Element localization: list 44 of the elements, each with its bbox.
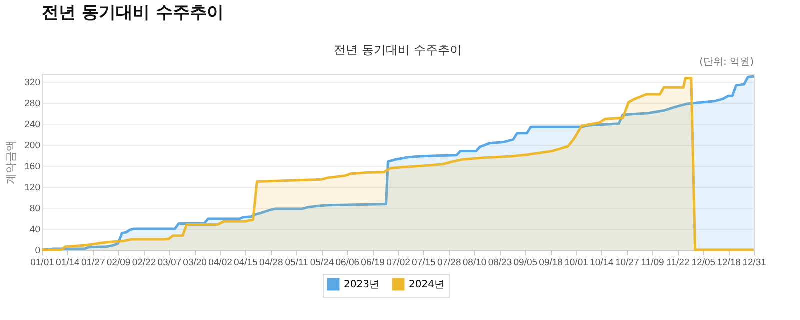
- y-tick-label: 280: [24, 98, 40, 110]
- x-tick-label: 06/06: [336, 258, 360, 268]
- x-tick-label: 04/15: [234, 258, 258, 268]
- x-tick-label: 12/18: [717, 258, 741, 268]
- chart-title: 전년 동기대비 수주추이: [334, 43, 462, 57]
- y-tick-label: 320: [24, 77, 40, 88]
- x-tick-label: 01/27: [81, 258, 106, 268]
- x-tick-label: 07/28: [437, 258, 462, 268]
- y-tick-label: 160: [24, 161, 40, 172]
- x-tick-label: 07/02: [386, 258, 410, 268]
- x-tick-label: 09/18: [539, 258, 563, 268]
- x-tick-label: 10/27: [615, 258, 640, 268]
- x-tick-label: 02/22: [132, 258, 156, 268]
- legend-label: 2023년: [344, 280, 380, 291]
- y-tick-label: 40: [30, 224, 40, 236]
- x-tick-label: 11/09: [641, 258, 664, 268]
- x-tick-label: 10/01: [564, 258, 588, 268]
- x-tick-label: 06/19: [361, 258, 385, 268]
- x-tick-label: 10/14: [590, 258, 614, 268]
- x-tick-label: 09/05: [514, 258, 538, 268]
- x-tick-label: 07/15: [412, 258, 436, 268]
- x-tick-label: 05/24: [310, 258, 334, 268]
- y-tick-label: 0: [35, 246, 40, 256]
- x-tick-label: 03/07: [158, 258, 182, 268]
- text: (단위: 억원): [700, 57, 754, 68]
- x-tick-label: 01/01: [30, 258, 54, 268]
- x-tick-label: 05/11: [285, 258, 308, 268]
- y-tick-label: 200: [24, 140, 40, 152]
- chart-subtitle: 전년 동기대비 수주추이: [42, 3, 224, 23]
- y-tick-label: 240: [24, 119, 40, 130]
- x-tick-label: 08/23: [488, 258, 512, 268]
- x-tick-label: 04/02: [208, 258, 232, 268]
- x-tick-label: 01/14: [56, 258, 80, 268]
- y-tick-label: 120: [24, 182, 40, 194]
- x-tick-label: 12/05: [692, 258, 716, 268]
- x-tick-label: 02/09: [106, 258, 131, 268]
- x-tick-label: 08/10: [462, 258, 487, 268]
- x-tick-label: 11/22: [666, 258, 690, 268]
- x-tick-label: 04/28: [259, 258, 284, 268]
- legend-label: 2024년: [409, 280, 444, 291]
- y-axis-title: 계약금액: [4, 140, 18, 184]
- y-tick-label: 80: [30, 203, 40, 214]
- x-tick-label: 03/20: [183, 258, 207, 268]
- x-tick-label: 12/31: [742, 258, 766, 268]
